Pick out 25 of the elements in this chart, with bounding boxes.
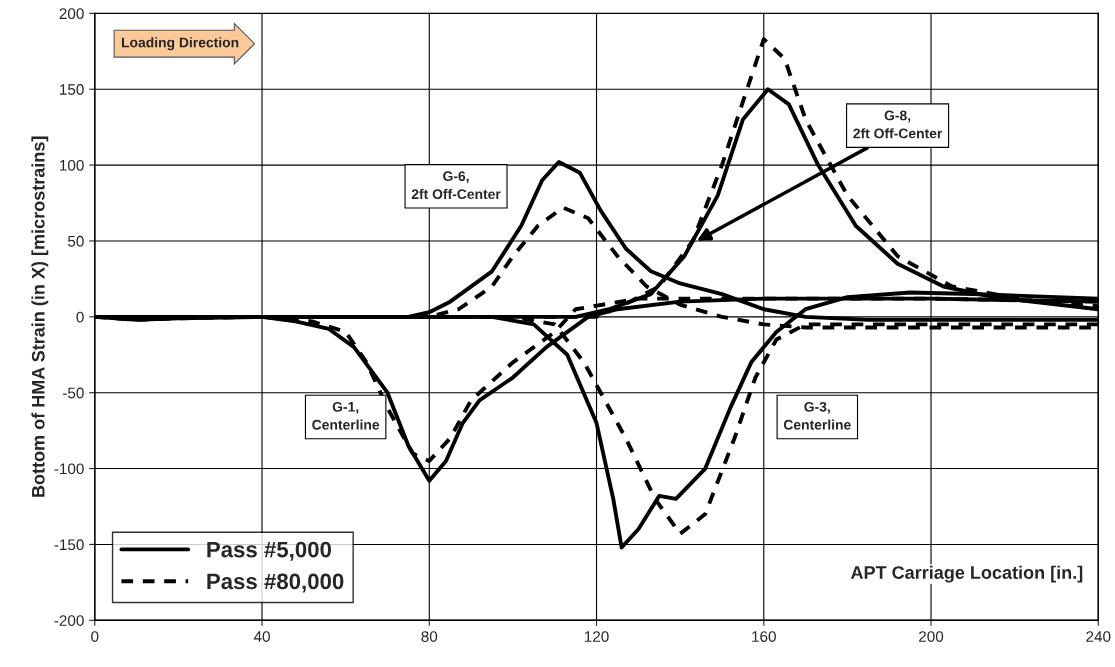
y-tick-label: 0 [76,311,84,323]
y-tick-label: 200 [59,8,84,20]
x-tick-label: 160 [752,631,776,642]
annotation: G-3, Centerline [783,401,851,430]
x-tick-label: 240 [1086,631,1111,642]
x-tick-label: 120 [584,631,609,642]
annotation: G-6, 2ft Off-Center [411,171,501,200]
y-tick-label: 50 [67,235,84,247]
x-axis-title: APT Carriage Location [in.] [850,565,1083,583]
x-tick-label: 0 [91,631,99,642]
annotation: Loading Direction [121,37,239,51]
y-tick-label: -50 [62,387,84,399]
legend-label: Pass #80,000 [207,573,344,593]
legend-label: Pass #5,000 [207,541,332,561]
y-tick-label: -200 [54,615,84,626]
y-tick-label: -150 [54,539,84,551]
y-tick-label: -100 [54,463,84,475]
x-tick-label: 200 [919,631,944,642]
y-tick-label: 150 [60,84,84,95]
x-tick-label: 80 [421,631,438,642]
y-axis-title: Bottom of HMA Strain (in X) [microstrains] [31,136,49,497]
y-tick-label: 100 [60,159,84,171]
annotation: G-8, 2ft Off-Center [853,110,943,139]
annotation: G-1, Centerline [312,401,380,430]
x-tick-label: 40 [253,631,270,642]
